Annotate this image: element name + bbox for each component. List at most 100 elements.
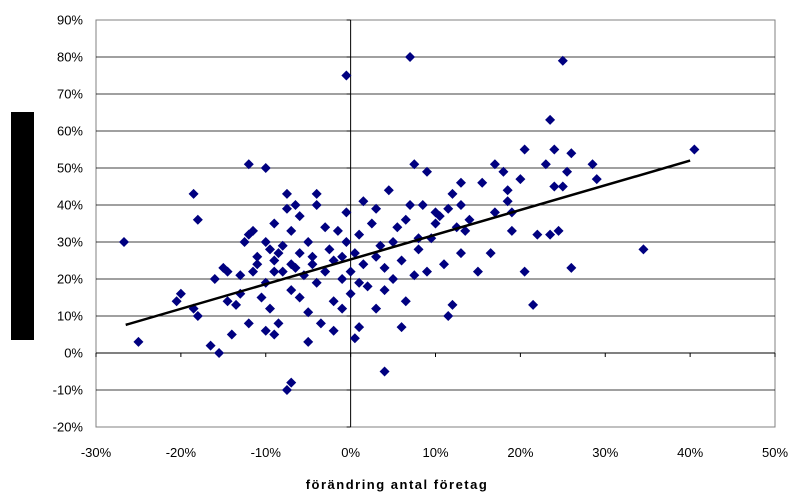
data-point: [307, 259, 318, 270]
data-point: [545, 114, 556, 125]
data-point: [341, 70, 352, 81]
data-point: [455, 248, 466, 259]
data-point: [375, 240, 386, 251]
data-point: [324, 244, 335, 255]
data-point: [252, 259, 263, 270]
data-point: [396, 322, 407, 333]
data-point: [638, 244, 649, 255]
data-point: [540, 159, 551, 170]
data-point: [281, 203, 292, 214]
data-point: [290, 200, 301, 210]
x-tick-label: 50%: [762, 445, 788, 460]
data-point: [281, 385, 292, 395]
data-point: [591, 174, 602, 185]
data-point: [273, 318, 284, 329]
data-point: [192, 214, 203, 225]
data-point: [260, 163, 271, 173]
data-point: [362, 281, 373, 292]
data-points: [119, 52, 700, 395]
data-point: [443, 311, 454, 321]
data-point: [464, 214, 475, 225]
y-tick-label: 90%: [57, 13, 83, 28]
data-point: [286, 225, 297, 236]
data-point: [545, 229, 556, 240]
data-point: [553, 225, 564, 236]
data-point: [354, 277, 365, 288]
data-point: [303, 237, 314, 247]
data-point: [443, 203, 454, 214]
trendline-line: [125, 159, 691, 327]
y-tick-label: -20%: [53, 420, 84, 435]
data-point: [252, 251, 263, 262]
data-point: [519, 144, 530, 155]
x-tick-label: 40%: [677, 445, 703, 460]
data-point: [396, 255, 407, 266]
data-point: [528, 299, 539, 310]
data-point: [447, 188, 458, 199]
data-point: [273, 248, 284, 259]
data-point: [366, 218, 377, 229]
data-point: [379, 366, 390, 377]
y-tick-label: 50%: [57, 161, 83, 176]
data-point: [290, 262, 301, 273]
data-point: [175, 288, 186, 299]
data-point: [371, 303, 382, 314]
data-point: [328, 325, 339, 336]
data-point: [345, 266, 356, 277]
data-point: [260, 325, 271, 336]
y-tick-label: 60%: [57, 124, 83, 139]
data-point: [562, 166, 573, 177]
data-point: [294, 248, 305, 259]
y-tick-label: -10%: [53, 383, 84, 398]
data-point: [388, 274, 399, 284]
x-tick-label: -20%: [166, 445, 197, 460]
data-point: [345, 288, 356, 299]
y-tick-label: 70%: [57, 87, 83, 102]
data-point: [405, 200, 416, 210]
data-point: [222, 266, 233, 277]
data-point: [489, 159, 500, 170]
data-point: [409, 159, 420, 170]
data-point: [281, 188, 292, 199]
data-point: [286, 377, 297, 388]
data-point: [311, 188, 322, 199]
data-point: [192, 311, 203, 321]
data-point: [502, 196, 513, 207]
y-tick-label: 80%: [57, 50, 83, 65]
data-point: [303, 307, 314, 318]
data-point: [341, 207, 352, 218]
data-point: [417, 200, 428, 210]
data-point: [430, 218, 441, 229]
data-point: [472, 266, 483, 277]
y-tick-label: 30%: [57, 235, 83, 250]
data-point: [231, 299, 242, 310]
data-point: [371, 251, 382, 262]
data-point: [171, 296, 182, 307]
data-point: [485, 248, 496, 259]
data-point: [277, 240, 288, 251]
x-tick-label: 30%: [592, 445, 618, 460]
x-tick-label: 10%: [422, 445, 448, 460]
data-point: [498, 166, 509, 177]
data-point: [307, 251, 318, 262]
data-point: [549, 181, 560, 192]
data-point: [422, 166, 433, 177]
data-point: [477, 177, 488, 188]
data-point: [328, 296, 339, 307]
x-tick-label: 0%: [341, 445, 360, 460]
data-point: [269, 266, 280, 277]
x-tick-label: -10%: [251, 445, 282, 460]
x-tick-label: -30%: [81, 445, 112, 460]
data-point: [294, 211, 305, 222]
data-point: [205, 340, 216, 351]
data-point: [239, 237, 250, 247]
data-point: [188, 188, 199, 199]
data-point: [248, 225, 259, 236]
data-point: [235, 270, 246, 281]
data-point: [311, 277, 322, 288]
data-point: [383, 185, 394, 196]
y-tick-label: 40%: [57, 198, 83, 213]
data-point: [392, 222, 403, 233]
data-point: [506, 225, 517, 236]
data-point: [248, 266, 259, 277]
